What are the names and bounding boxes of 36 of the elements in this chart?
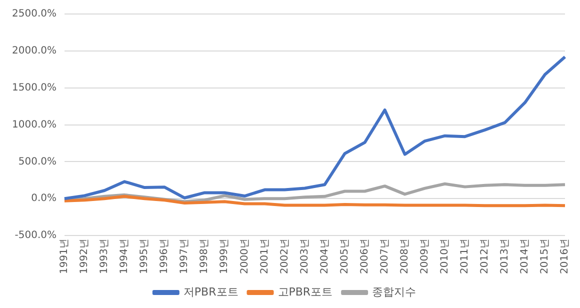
y-tick-label: 0.0% <box>31 193 56 204</box>
legend-label: 고PBR포트 <box>278 285 333 298</box>
x-tick-label: 2008년 <box>399 238 410 274</box>
x-tick-label: 2004년 <box>319 238 330 274</box>
x-tick-label: 2016년 <box>560 238 571 274</box>
x-tick-label: 2006년 <box>359 238 370 274</box>
x-tick-label: 2011년 <box>459 238 470 274</box>
x-tick-label: 2014년 <box>520 238 531 274</box>
x-tick-label: 1999년 <box>219 238 230 274</box>
x-tick-label: 1994년 <box>119 238 130 274</box>
x-tick-label: 2003년 <box>299 238 310 274</box>
x-tick-label: 2002년 <box>279 238 290 274</box>
y-tick-label: -500.0% <box>14 230 56 242</box>
y-tick-label: 500.0% <box>18 156 56 168</box>
x-tick-label: 1993년 <box>99 238 110 274</box>
y-tick-label: 1000.0% <box>12 119 56 130</box>
y-tick-label: 2000.0% <box>12 46 56 57</box>
x-tick-label: 2015년 <box>540 238 551 274</box>
x-tick-label: 2009년 <box>419 238 430 274</box>
legend-label: 종합지수 <box>372 285 416 298</box>
x-tick-label: 1998년 <box>199 238 210 274</box>
x-tick-label: 2007년 <box>379 238 390 274</box>
y-tick-label: 1500.0% <box>12 82 56 94</box>
legend-label: 저PBR포트 <box>183 285 238 298</box>
x-tick-label: 2000년 <box>239 238 250 274</box>
x-tick-label: 1997년 <box>179 238 190 274</box>
x-tick-label: 1991년 <box>59 238 70 274</box>
x-tick-label: 2013년 <box>500 238 511 274</box>
x-tick-label: 2001년 <box>259 238 270 274</box>
x-tick-label: 1992년 <box>79 238 90 274</box>
x-tick-label: 2012년 <box>480 238 491 274</box>
x-tick-label: 2010년 <box>439 238 450 274</box>
x-tick-label: 1996년 <box>159 238 170 274</box>
x-tick-label: 2005년 <box>339 238 350 274</box>
x-tick-label: 1995년 <box>139 238 150 274</box>
y-tick-label: 2500.0% <box>12 8 56 20</box>
